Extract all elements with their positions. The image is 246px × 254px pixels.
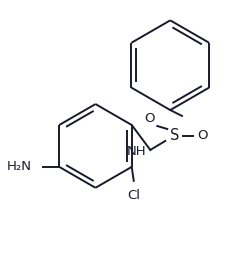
Text: Cl: Cl	[127, 189, 140, 202]
Text: O: O	[144, 112, 154, 124]
Text: H₂N: H₂N	[6, 160, 31, 173]
Text: NH: NH	[126, 146, 146, 158]
Text: O: O	[197, 130, 207, 142]
Text: S: S	[169, 129, 179, 144]
